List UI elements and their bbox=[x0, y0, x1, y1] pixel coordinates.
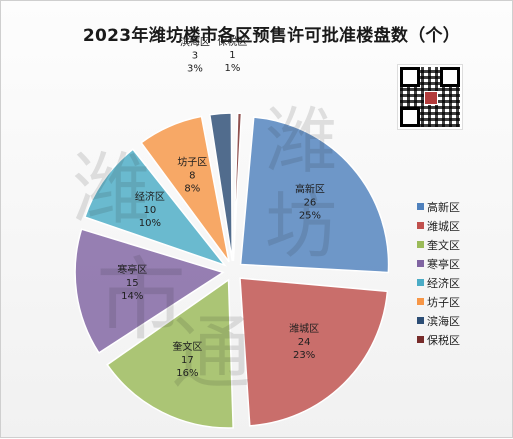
slice-gaoxin bbox=[239, 116, 390, 274]
legend-label: 坊子区 bbox=[427, 295, 460, 309]
slice-fangzi-label-name: 坊子区 bbox=[177, 156, 207, 169]
slice-hanting-label: 寒亭区 15 14% bbox=[117, 263, 147, 302]
slice-binhai-label: 滨海区 3 3% bbox=[180, 36, 210, 75]
slice-jingji-label-percent: 10% bbox=[139, 218, 161, 229]
legend-swatch bbox=[417, 317, 424, 324]
legend-swatch bbox=[417, 222, 424, 229]
legend-item-weicheng: 潍城区 bbox=[417, 216, 460, 235]
legend-label: 经济区 bbox=[427, 276, 460, 290]
slice-hanting-label-value: 15 bbox=[126, 278, 139, 289]
slice-kuiwen-label-percent: 16% bbox=[176, 368, 198, 379]
slice-jingji-label-value: 10 bbox=[144, 205, 157, 216]
legend-item-binhai: 滨海区 bbox=[417, 311, 460, 330]
slice-hanting bbox=[74, 228, 225, 354]
qr-code bbox=[397, 64, 463, 130]
legend-item-jingji: 经济区 bbox=[417, 273, 460, 292]
svg-text:潍: 潍 bbox=[265, 99, 337, 183]
legend-swatch bbox=[417, 279, 424, 286]
slice-weicheng-label: 潍城区 24 23% bbox=[289, 323, 319, 361]
slice-jingji-label-name: 经济区 bbox=[135, 190, 165, 203]
slice-fangzi-label-percent: 8% bbox=[184, 184, 200, 195]
legend-item-kuiwen: 奎文区 bbox=[417, 235, 460, 254]
slice-gaoxin-label-name: 高新区 bbox=[295, 182, 325, 195]
legend-swatch bbox=[417, 260, 424, 267]
slice-binhai-label-value: 3 bbox=[192, 51, 198, 62]
slice-gaoxin-label: 高新区 26 25% bbox=[295, 182, 325, 221]
svg-text:潍: 潍 bbox=[72, 145, 150, 235]
legend-swatch bbox=[417, 298, 424, 305]
svg-text:市: 市 bbox=[96, 248, 186, 353]
slice-baoshui-label: 保税区 1 1% bbox=[217, 35, 247, 74]
slice-weicheng bbox=[239, 277, 389, 427]
slice-binhai-label-percent: 3% bbox=[187, 64, 203, 75]
slice-fangzi-label: 坊子区 8 8% bbox=[177, 156, 207, 195]
slice-weicheng-label-value: 24 bbox=[298, 337, 311, 348]
legend-item-gaoxin: 高新区 bbox=[417, 197, 460, 216]
slice-fangzi bbox=[140, 115, 230, 263]
legend-label: 滨海区 bbox=[427, 314, 460, 328]
legend-swatch bbox=[417, 336, 424, 343]
legend-label: 高新区 bbox=[427, 200, 460, 214]
legend-item-fangzi: 坊子区 bbox=[417, 292, 460, 311]
legend-label: 寒亭区 bbox=[427, 257, 460, 271]
slice-weicheng-label-percent: 23% bbox=[293, 350, 315, 361]
legend-label: 潍城区 bbox=[427, 219, 460, 233]
slice-fangzi-label-value: 8 bbox=[189, 171, 195, 182]
legend-item-hanting: 寒亭区 bbox=[417, 254, 460, 273]
slice-weicheng-label-name: 潍城区 bbox=[289, 323, 319, 335]
legend-swatch bbox=[417, 203, 424, 210]
legend-item-baoshui: 保税区 bbox=[417, 330, 460, 349]
svg-text:坊: 坊 bbox=[265, 184, 337, 268]
slice-gaoxin-label-percent: 25% bbox=[299, 210, 321, 221]
slice-hanting-label-percent: 14% bbox=[121, 291, 143, 302]
slice-gaoxin-label-value: 26 bbox=[304, 197, 317, 208]
slice-jingji-label: 经济区 10 10% bbox=[135, 190, 165, 229]
slice-baoshui-label-name: 保税区 bbox=[217, 35, 247, 48]
chart-title: 2023年潍坊楼市各区预售许可批准楼盘数（个） bbox=[82, 26, 461, 46]
slice-baoshui-label-percent: 1% bbox=[224, 63, 240, 74]
slice-baoshui-label-value: 1 bbox=[229, 50, 235, 61]
legend-label: 保税区 bbox=[427, 333, 460, 347]
slice-binhai-label-name: 滨海区 bbox=[180, 36, 210, 49]
slice-hanting-label-name: 寒亭区 bbox=[117, 263, 147, 276]
slice-kuiwen-label: 奎文区 17 16% bbox=[172, 340, 202, 379]
slice-binhai bbox=[208, 112, 233, 262]
slice-kuiwen-label-value: 17 bbox=[181, 355, 194, 366]
svg-text:通: 通 bbox=[171, 307, 251, 400]
slice-jingji bbox=[83, 148, 228, 267]
slice-baoshui bbox=[232, 112, 243, 262]
legend: 高新区潍城区奎文区寒亭区经济区坊子区滨海区保税区 bbox=[417, 197, 460, 349]
legend-swatch bbox=[417, 241, 424, 248]
slice-kuiwen bbox=[106, 278, 234, 429]
legend-label: 奎文区 bbox=[427, 238, 460, 252]
slice-kuiwen-label-name: 奎文区 bbox=[172, 340, 202, 353]
